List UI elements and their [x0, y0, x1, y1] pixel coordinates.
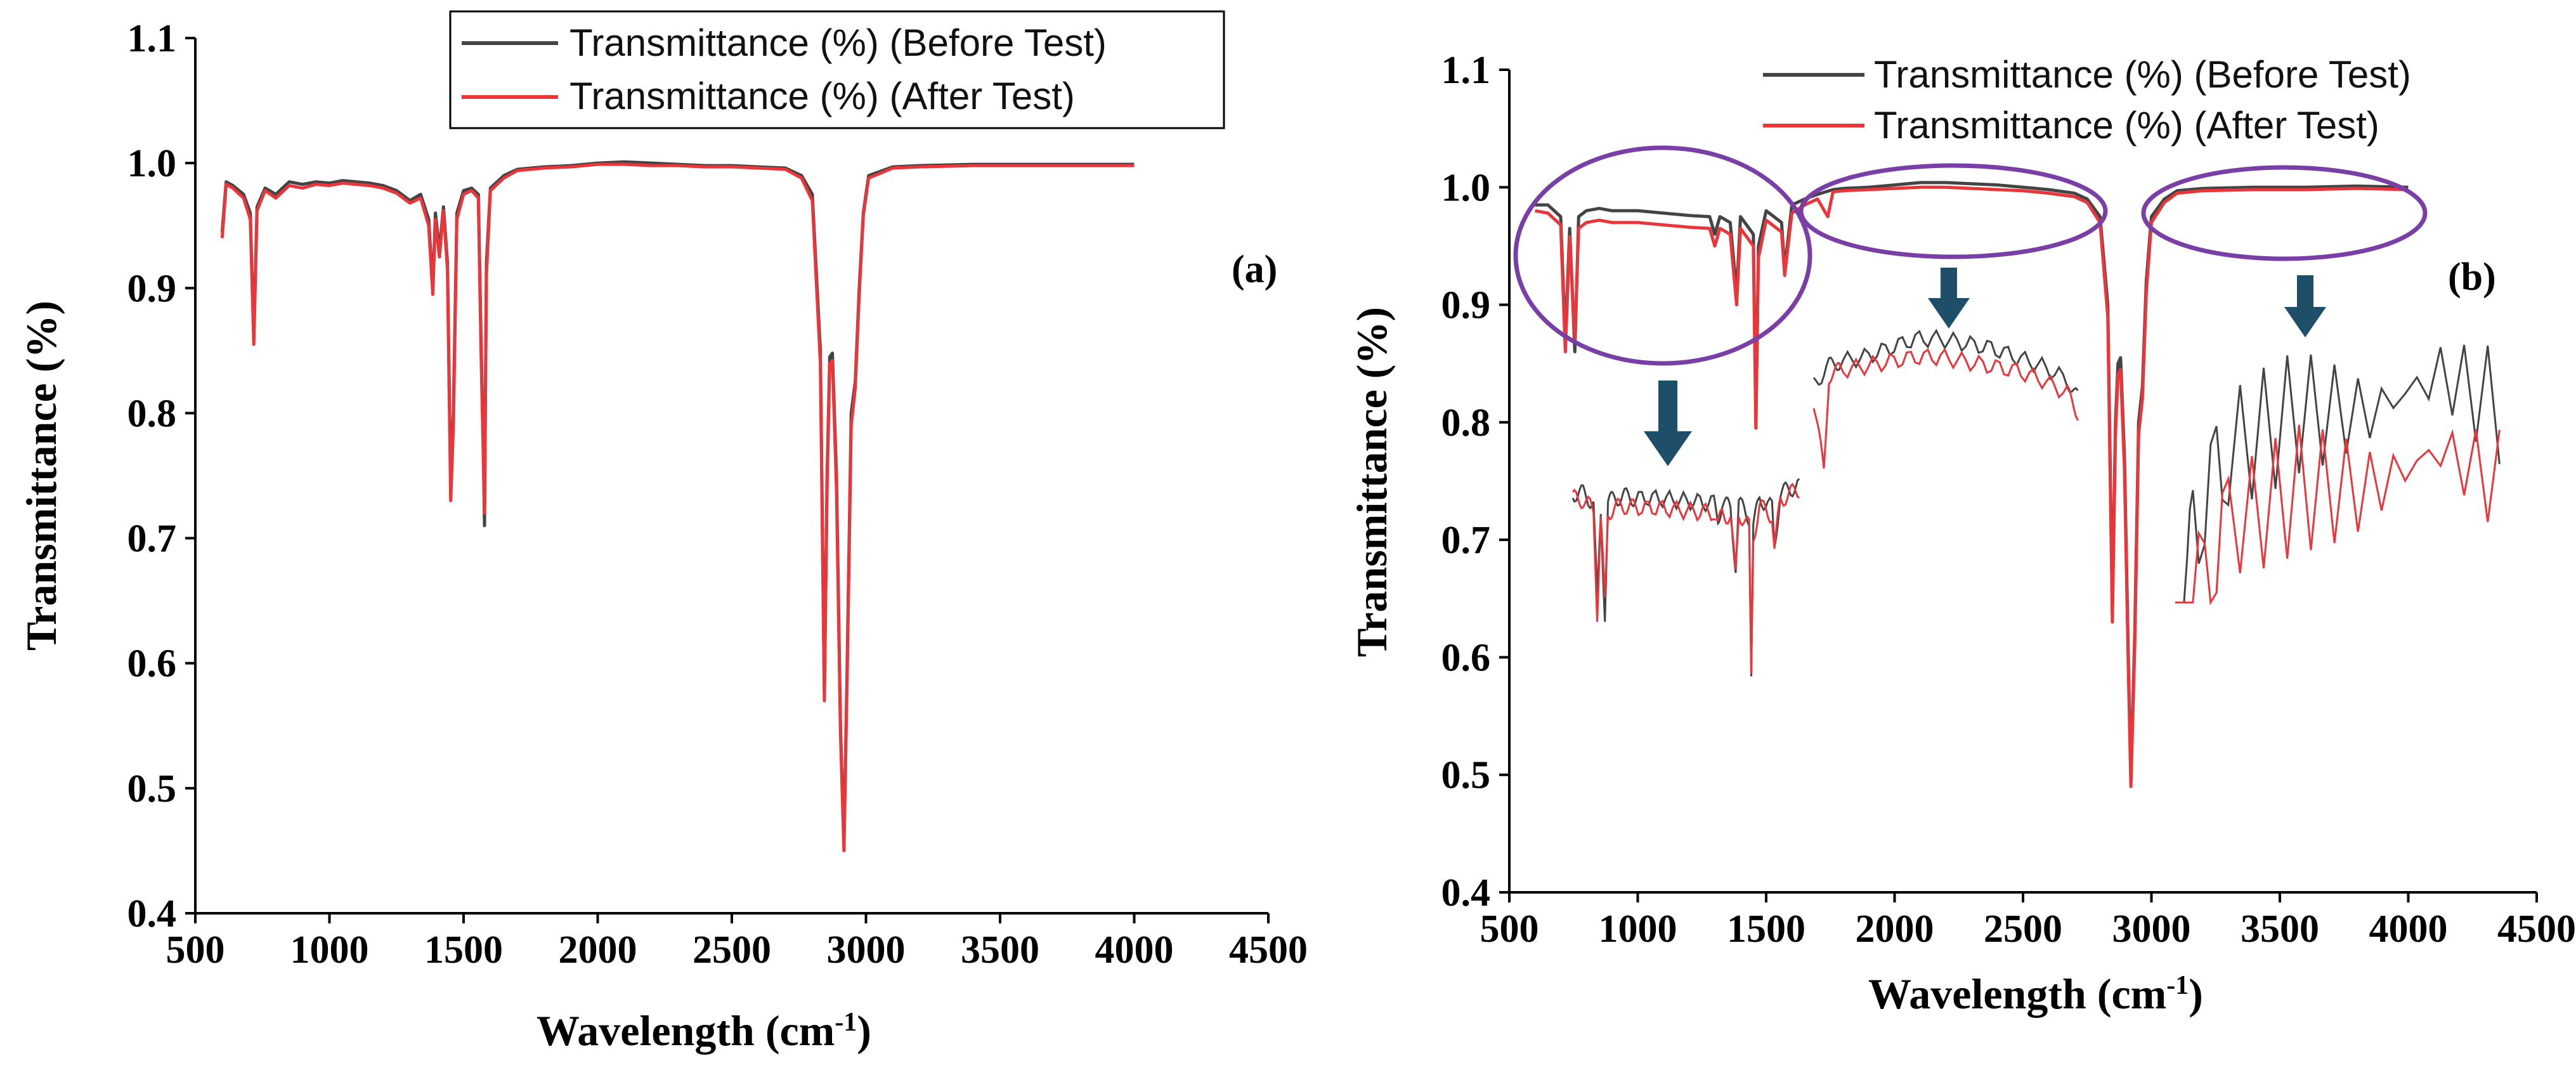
panel-b-legend: Transmittance (%) (Before Test) Transmit… [1763, 53, 2411, 147]
panel-a-x-tick-label: 3000 [827, 928, 906, 972]
panel-b-x-tick-label: 2000 [1856, 908, 1934, 951]
panel-a-series-before-test [220, 160, 1135, 847]
panel-b-legend-label-after: Transmittance (%) (After Test) [1874, 104, 2379, 147]
panel-a-y-axis-title: Transmittance (%) [17, 301, 65, 651]
panel-b-y-tick-label: 0.7 [1441, 519, 1491, 562]
panel-b-x-tick-label: 3000 [2112, 908, 2191, 951]
panel-b-legend-label-before: Transmittance (%) (Before Test) [1874, 53, 2411, 96]
panel-b-inset-3 [2175, 344, 2501, 606]
panel-b-x-tick-label: 4000 [2369, 908, 2448, 951]
panel-b-arrow-1-icon [1644, 381, 1692, 466]
panel-b-y-tick-label: 1.1 [1441, 49, 1491, 92]
panel-b-x-axis-title-close: ) [2189, 970, 2203, 1018]
panel-b-x-tick-label: 4500 [2497, 908, 2576, 951]
panel-a-series-after-test [220, 162, 1135, 852]
panel-a-legend-label-after: Transmittance (%) (After Test) [569, 75, 1075, 117]
panel-b-inset-1 [1571, 478, 1800, 677]
panel-b-inset-3-before-line [2175, 344, 2501, 604]
panel-b-y-axis-title: Transmittance (%) [1348, 307, 1396, 657]
panel-b-x-tick-label: 1000 [1599, 908, 1677, 951]
panel-b-y-tick-label: 0.5 [1441, 754, 1491, 797]
panel-a-legend-box [449, 10, 1225, 129]
panel-b-x-axis-title-sup: -1 [2166, 971, 2189, 1000]
panel-b-label: (b) [2448, 256, 2496, 299]
panel-b-chart: 500 1000 1500 2000 2500 3000 3500 4000 4500 0.4 0.… [1348, 49, 2576, 1018]
panel-a-y-tick-label: 0.8 [127, 392, 177, 435]
panel-b-y-tick-label: 0.9 [1441, 284, 1491, 327]
panel-a-ticks: 500 1000 1500 2000 2500 3000 3500 4000 4500 0.4 0.… [127, 17, 1308, 972]
panel-b-highlight-ellipse-1 [1513, 145, 1812, 366]
panel-a-x-axis-title: Wavelength (cm-1) [537, 1006, 871, 1055]
panel-a-chart: 500 1000 1500 2000 2500 3000 3500 4000 4500 0.4 0.… [17, 10, 1308, 1055]
panel-a-x-axis-title-sup: -1 [835, 1008, 857, 1037]
panel-a-y-tick-label: 1.1 [127, 17, 177, 60]
panel-a-y-tick-label: 1.0 [127, 142, 177, 185]
panel-b-y-tick-label: 1.0 [1441, 166, 1491, 209]
panel-a-series-group [220, 160, 1135, 852]
panel-a-y-tick-label: 0.6 [127, 642, 177, 686]
panel-b-x-axis-title: Wavelength (cm-1) [1868, 970, 2203, 1018]
panel-b-highlight-ellipse-2 [1799, 163, 2108, 259]
panel-b-inset-1-after-line [1571, 483, 1800, 674]
panel-b-x-tick-label: 2500 [1984, 908, 2062, 951]
panel-b-y-tick-label: 0.8 [1441, 401, 1491, 445]
panel-b-y-tick-label: 0.4 [1441, 871, 1491, 915]
panel-b-x-tick-label: 500 [1480, 908, 1539, 951]
panel-a-y-tick-label: 0.7 [127, 518, 177, 561]
panel-a-x-tick-label: 4000 [1095, 928, 1174, 972]
panel-a-y-tick-label: 0.9 [127, 267, 177, 310]
panel-a-x-tick-label: 1000 [290, 928, 369, 972]
panel-b-arrow-3-icon [2284, 275, 2326, 337]
panel-b-y-tick-label: 0.6 [1441, 636, 1491, 679]
panel-b-highlight-ellipse-3 [2141, 165, 2428, 261]
panel-b-x-tick-label: 1500 [1727, 908, 1805, 951]
panel-b-series-group [1535, 181, 2409, 788]
panel-b-x-tick-label: 3500 [2241, 908, 2319, 951]
panel-a-x-axis-title-main: Wavelength (cm [537, 1006, 835, 1055]
panel-a-x-axis-title-close: ) [857, 1006, 871, 1055]
panel-a-label: (a) [1232, 248, 1277, 291]
panel-a-legend-label-before: Transmittance (%) (Before Test) [569, 22, 1107, 64]
panel-a-x-tick-label: 2000 [559, 928, 637, 972]
panel-b-inset-2-before-line [1812, 329, 2079, 393]
panel-b-series-after-test [1535, 185, 2409, 788]
panel-a-y-tick-label: 0.4 [127, 892, 177, 935]
panel-b-inset-2-after-line [1812, 348, 2079, 469]
panel-b-inset-3-after-line [2175, 424, 2501, 606]
panel-a-y-tick-label: 0.5 [127, 767, 177, 811]
panel-b-series-before-test [1535, 181, 2409, 783]
panel-a-x-tick-label: 2500 [693, 928, 771, 972]
panel-b-arrow-2-icon [1928, 268, 1970, 329]
panel-b-axes [1508, 70, 2537, 894]
panel-a-x-tick-label: 4500 [1229, 928, 1308, 972]
panel-a-x-tick-label: 3500 [961, 928, 1039, 972]
panel-a-axes [194, 38, 1268, 915]
panel-a-x-tick-label: 1500 [424, 928, 503, 972]
panel-b-ticks: 500 1000 1500 2000 2500 3000 3500 4000 4500 0.4 0.… [1441, 49, 2576, 951]
panel-b-inset-2 [1812, 329, 2079, 469]
panel-a-legend: Transmittance (%) (Before Test) Transmit… [449, 10, 1225, 129]
panel-b-x-axis-title-main: Wavelength (cm [1868, 970, 2166, 1018]
panel-a-x-tick-label: 500 [166, 928, 225, 972]
